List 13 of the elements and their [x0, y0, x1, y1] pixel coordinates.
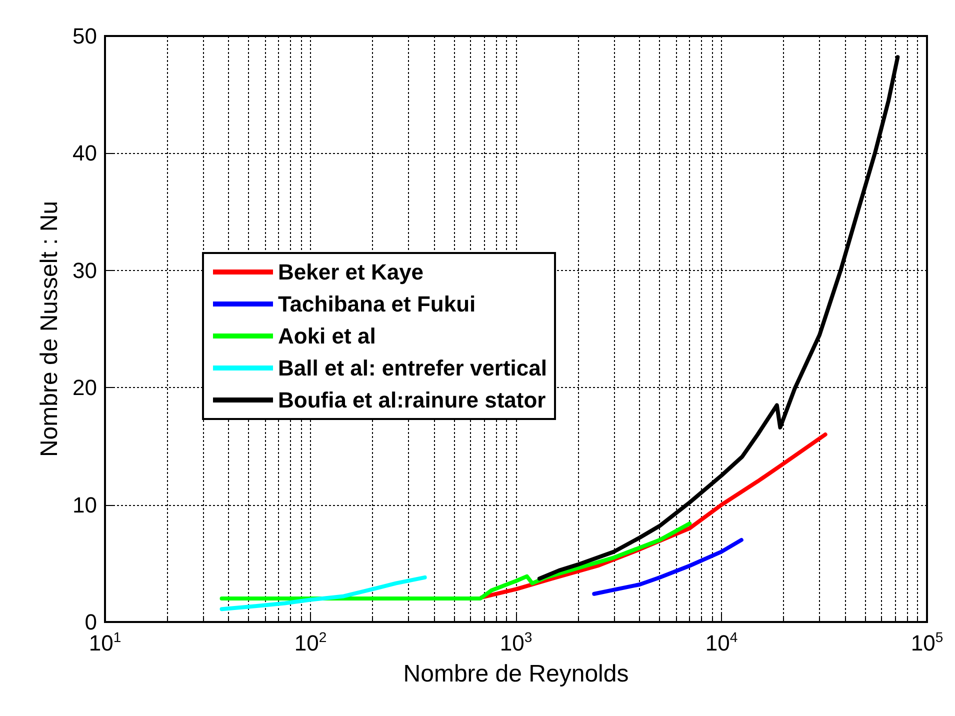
legend-label: Ball et al: entrefer vertical: [278, 356, 548, 380]
legend-label: Aoki et al: [278, 324, 376, 348]
y-tick-label: 50: [72, 24, 97, 48]
y-tick-label: 20: [72, 375, 97, 400]
legend-label: Beker et Kaye: [278, 260, 424, 284]
y-tick-label: 10: [72, 492, 97, 518]
y-tick-label: 30: [72, 258, 97, 283]
y-axis-title: Nombre de Nusselt : Nu: [36, 200, 64, 458]
legend-label: Tachibana et Fukui: [278, 292, 476, 316]
x-axis-title: Nombre de Reynolds: [403, 660, 629, 688]
y-tick-label: 40: [72, 140, 97, 166]
y-tick-label: 0: [84, 610, 97, 634]
legend-label: Boufia et al:rainure stator: [278, 388, 546, 412]
